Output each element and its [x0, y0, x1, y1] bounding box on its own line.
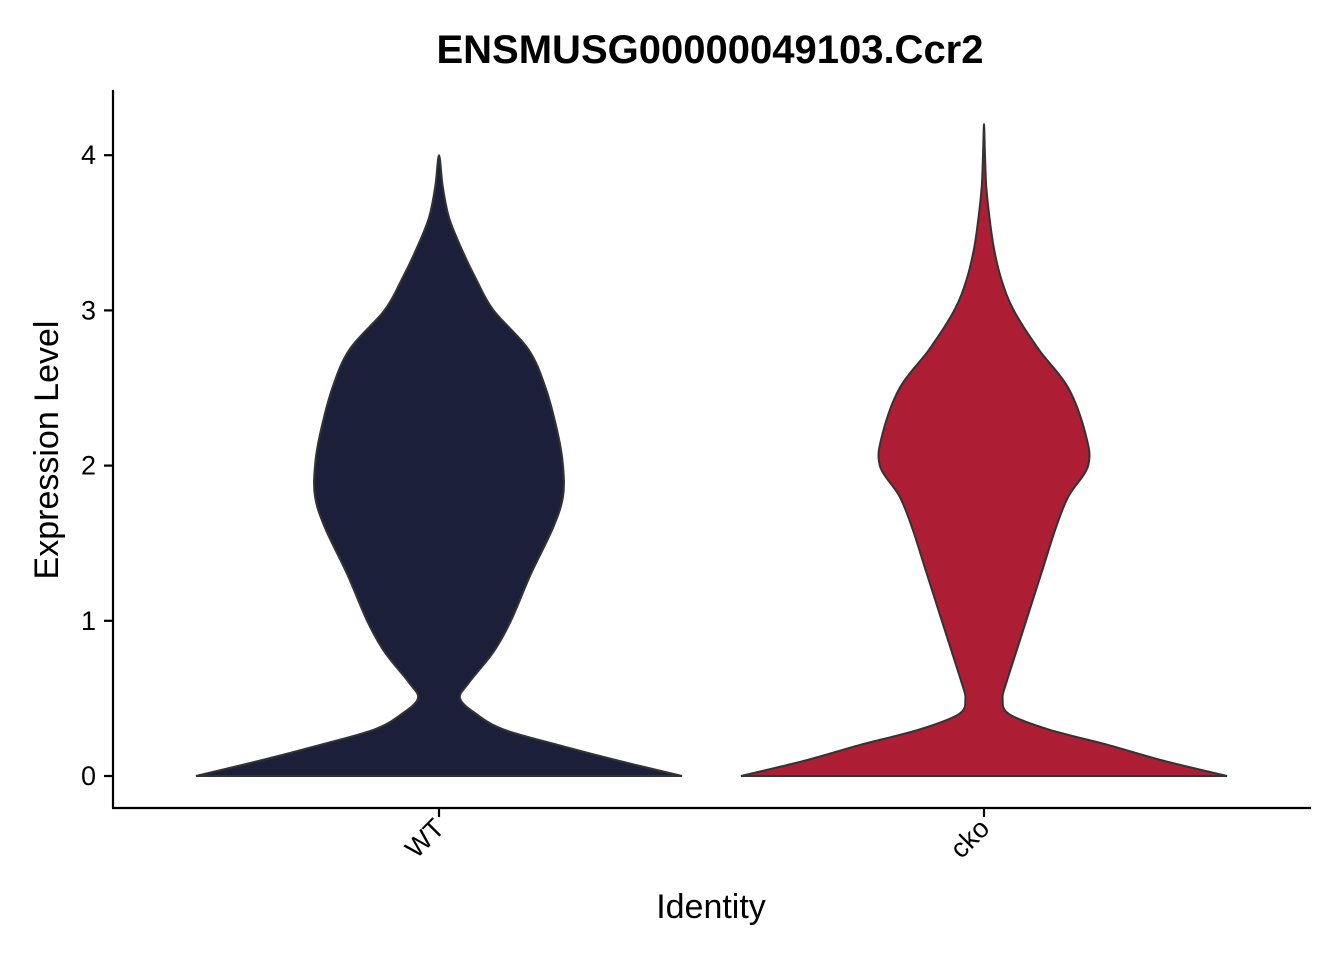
x-tick-label: WT	[399, 813, 450, 864]
x-axis-title: Identity	[656, 888, 766, 926]
x-tick-label: cko	[944, 813, 995, 864]
y-axis-title: Expression Level	[28, 321, 66, 580]
y-axis-ticks: 0 1 2 3 4	[81, 140, 113, 791]
violin-wt	[195, 154, 683, 777]
y-tick-label: 4	[81, 140, 96, 170]
y-tick-label: 1	[81, 606, 96, 636]
y-tick-label: 0	[81, 761, 96, 791]
y-tick-label: 3	[81, 295, 96, 325]
violin-group	[195, 123, 1228, 777]
violin-cko	[740, 123, 1228, 777]
x-axis-ticks: WT cko	[399, 808, 995, 864]
chart-title: ENSMUSG00000049103.Ccr2	[436, 28, 983, 72]
y-tick-label: 2	[81, 451, 96, 481]
